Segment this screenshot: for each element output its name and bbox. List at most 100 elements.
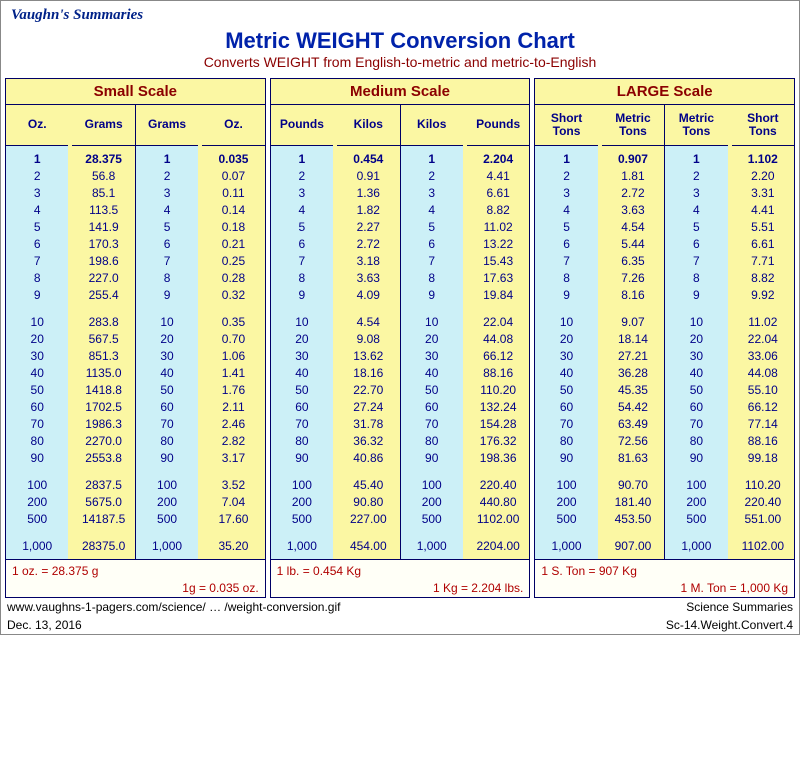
index-cell: 90: [405, 450, 459, 467]
index-cell: 4: [10, 202, 64, 219]
value-cell: 8.16: [606, 287, 660, 304]
pair-row: ShortTons1234567891020304050607080901002…: [535, 105, 794, 559]
index-cell: 100: [669, 477, 723, 494]
value-cell: 907.00: [606, 538, 660, 555]
index-column: Oz.1234567891020304050607080901002005001…: [6, 105, 72, 559]
index-cell: 30: [275, 348, 329, 365]
footer-row-1: www.vaughns-1-pagers.com/science/ … /wei…: [1, 598, 799, 616]
value-cell: [341, 467, 395, 477]
value-column: Grams28.37556.885.1113.5141.9170.3198.62…: [72, 105, 134, 559]
scale-title: LARGE Scale: [535, 79, 794, 105]
index-cell: 4: [669, 202, 723, 219]
conversion-pair: Grams12345678910203040506070809010020050…: [136, 105, 265, 559]
value-cell: 198.6: [76, 253, 130, 270]
value-cell: 9.92: [736, 287, 790, 304]
value-cell: 0.454: [341, 151, 395, 168]
index-cell: [140, 467, 194, 477]
value-cell: [471, 467, 525, 477]
index-cell: 4: [140, 202, 194, 219]
value-cell: [341, 304, 395, 314]
index-cell: 6: [275, 236, 329, 253]
value-cell: 0.35: [206, 314, 260, 331]
index-cell: 90: [539, 450, 593, 467]
value-cell: 1.102: [736, 151, 790, 168]
index-cell: 80: [669, 433, 723, 450]
index-cell: [140, 304, 194, 314]
index-cell: 40: [140, 365, 194, 382]
index-cell: 6: [539, 236, 593, 253]
value-cell: 54.42: [606, 399, 660, 416]
index-cell: 200: [539, 494, 593, 511]
value-cell: 170.3: [76, 236, 130, 253]
value-cell: 551.00: [736, 511, 790, 528]
index-cell: 100: [140, 477, 194, 494]
index-cell: 9: [275, 287, 329, 304]
index-cell: 20: [275, 331, 329, 348]
index-cell: 90: [10, 450, 64, 467]
conversion-pair: MetricTons123456789102030405060708090100…: [665, 105, 794, 559]
chart-title: Metric WEIGHT Conversion Chart: [1, 28, 799, 54]
index-cell: 2: [275, 168, 329, 185]
value-cell: 1102.00: [736, 538, 790, 555]
index-cell: 8: [669, 270, 723, 287]
value-cell: 14187.5: [76, 511, 130, 528]
index-cell: 30: [140, 348, 194, 365]
value-cell: 81.63: [606, 450, 660, 467]
value-cell: 2270.0: [76, 433, 130, 450]
value-cell: 99.18: [736, 450, 790, 467]
value-cell: 3.52: [206, 477, 260, 494]
index-cell: 40: [275, 365, 329, 382]
column-header: Pounds: [271, 105, 333, 146]
value-cell: 0.14: [206, 202, 260, 219]
index-cell: [669, 528, 723, 538]
column-header: Kilos: [401, 105, 463, 146]
value-column: Oz.0.0350.070.110.140.180.210.250.280.32…: [202, 105, 264, 559]
index-cell: 500: [539, 511, 593, 528]
index-cell: [10, 467, 64, 477]
value-cell: 220.40: [736, 494, 790, 511]
value-cell: 113.5: [76, 202, 130, 219]
index-cell: 30: [669, 348, 723, 365]
value-cell: 0.91: [341, 168, 395, 185]
index-cell: 60: [275, 399, 329, 416]
index-cell: 7: [669, 253, 723, 270]
index-cell: 70: [405, 416, 459, 433]
conversion-pair: Oz.1234567891020304050607080901002005001…: [6, 105, 136, 559]
index-cell: 40: [10, 365, 64, 382]
index-cell: 7: [275, 253, 329, 270]
index-cell: 50: [10, 382, 64, 399]
index-cell: 8: [539, 270, 593, 287]
value-cell: 154.28: [471, 416, 525, 433]
scale-footnote: 1 S. Ton = 907 Kg1 M. Ton = 1,000 Kg: [534, 560, 795, 598]
footer-row-2: Dec. 13, 2016 Sc-14.Weight.Convert.4: [1, 616, 799, 634]
index-cell: [405, 304, 459, 314]
index-cell: 1: [669, 151, 723, 168]
index-cell: 5: [539, 219, 593, 236]
value-cell: 90.80: [341, 494, 395, 511]
value-cell: 851.3: [76, 348, 130, 365]
index-cell: 3: [669, 185, 723, 202]
footnote-line-2: 1 M. Ton = 1,000 Kg: [680, 581, 788, 595]
value-cell: 7.71: [736, 253, 790, 270]
value-cell: 255.4: [76, 287, 130, 304]
index-cell: 80: [405, 433, 459, 450]
value-cell: [736, 528, 790, 538]
column-header: Pounds: [467, 105, 529, 146]
index-cell: 10: [275, 314, 329, 331]
index-cell: 1: [539, 151, 593, 168]
value-cell: 454.00: [341, 538, 395, 555]
value-cell: 6.61: [736, 236, 790, 253]
footnote-line-1: 1 lb. = 0.454 Kg: [277, 564, 524, 578]
index-cell: 10: [669, 314, 723, 331]
pair-row: Pounds1234567891020304050607080901002005…: [271, 105, 530, 559]
value-cell: 13.62: [341, 348, 395, 365]
value-cell: 36.28: [606, 365, 660, 382]
value-cell: 0.11: [206, 185, 260, 202]
index-cell: 8: [405, 270, 459, 287]
value-cell: 440.80: [471, 494, 525, 511]
value-cell: 88.16: [471, 365, 525, 382]
value-cell: 7.26: [606, 270, 660, 287]
index-cell: 40: [405, 365, 459, 382]
index-cell: 5: [140, 219, 194, 236]
value-cell: 2204.00: [471, 538, 525, 555]
